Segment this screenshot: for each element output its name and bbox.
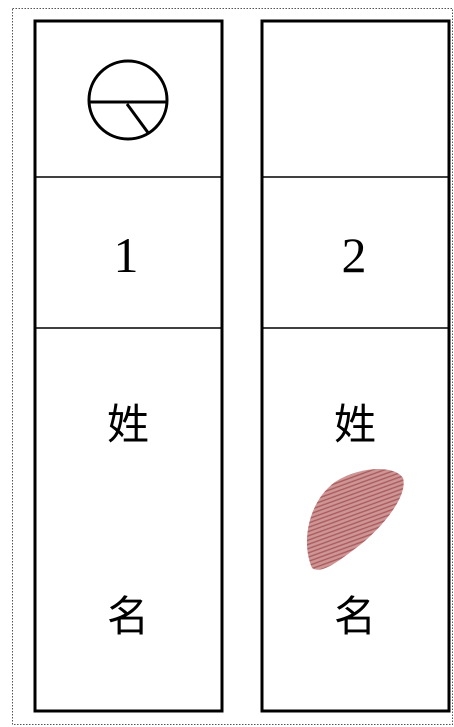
column-border [260, 19, 451, 713]
fingerprint [306, 469, 404, 570]
column: 1 姓 名 [33, 19, 224, 713]
given-name-label: 名 [334, 595, 376, 641]
given-name-label: 名 [107, 595, 149, 641]
surname-label: 姓 [107, 403, 149, 449]
dotted-frame [12, 8, 453, 725]
column-border [33, 19, 224, 713]
column: 2 姓 名 [260, 19, 451, 713]
surname-label: 姓 [334, 403, 376, 449]
column-number: 2 [342, 227, 367, 283]
column-number: 1 [114, 227, 139, 283]
seal-symbol [87, 59, 169, 141]
